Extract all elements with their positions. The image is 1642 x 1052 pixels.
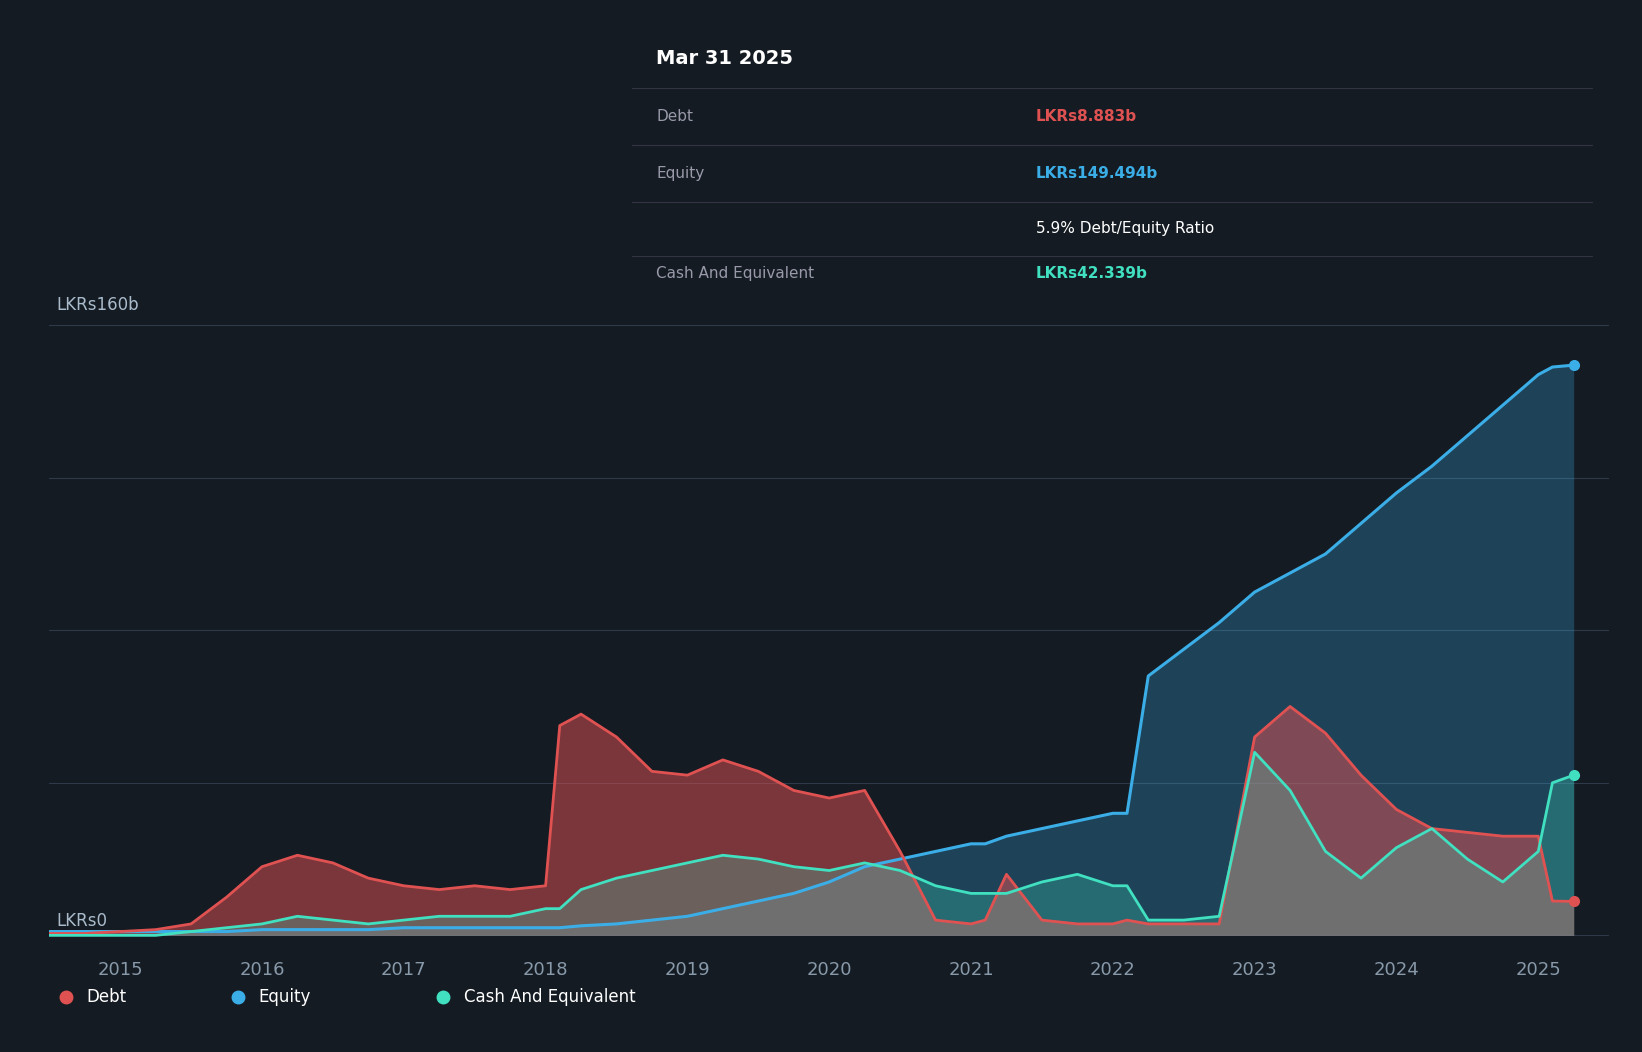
- Text: LKRs149.494b: LKRs149.494b: [1036, 166, 1158, 181]
- Text: Cash And Equivalent: Cash And Equivalent: [657, 266, 814, 281]
- Text: LKRs8.883b: LKRs8.883b: [1036, 109, 1136, 124]
- Text: Mar 31 2025: Mar 31 2025: [657, 49, 793, 68]
- Text: 5.9% Debt/Equity Ratio: 5.9% Debt/Equity Ratio: [1036, 221, 1213, 237]
- Text: Cash And Equivalent: Cash And Equivalent: [465, 988, 635, 1006]
- Text: Equity: Equity: [657, 166, 704, 181]
- Text: LKRs0: LKRs0: [56, 912, 107, 930]
- Text: Debt: Debt: [87, 988, 126, 1006]
- Text: LKRs160b: LKRs160b: [56, 296, 140, 313]
- Text: Debt: Debt: [657, 109, 693, 124]
- Text: LKRs42.339b: LKRs42.339b: [1036, 266, 1148, 281]
- Text: Equity: Equity: [259, 988, 310, 1006]
